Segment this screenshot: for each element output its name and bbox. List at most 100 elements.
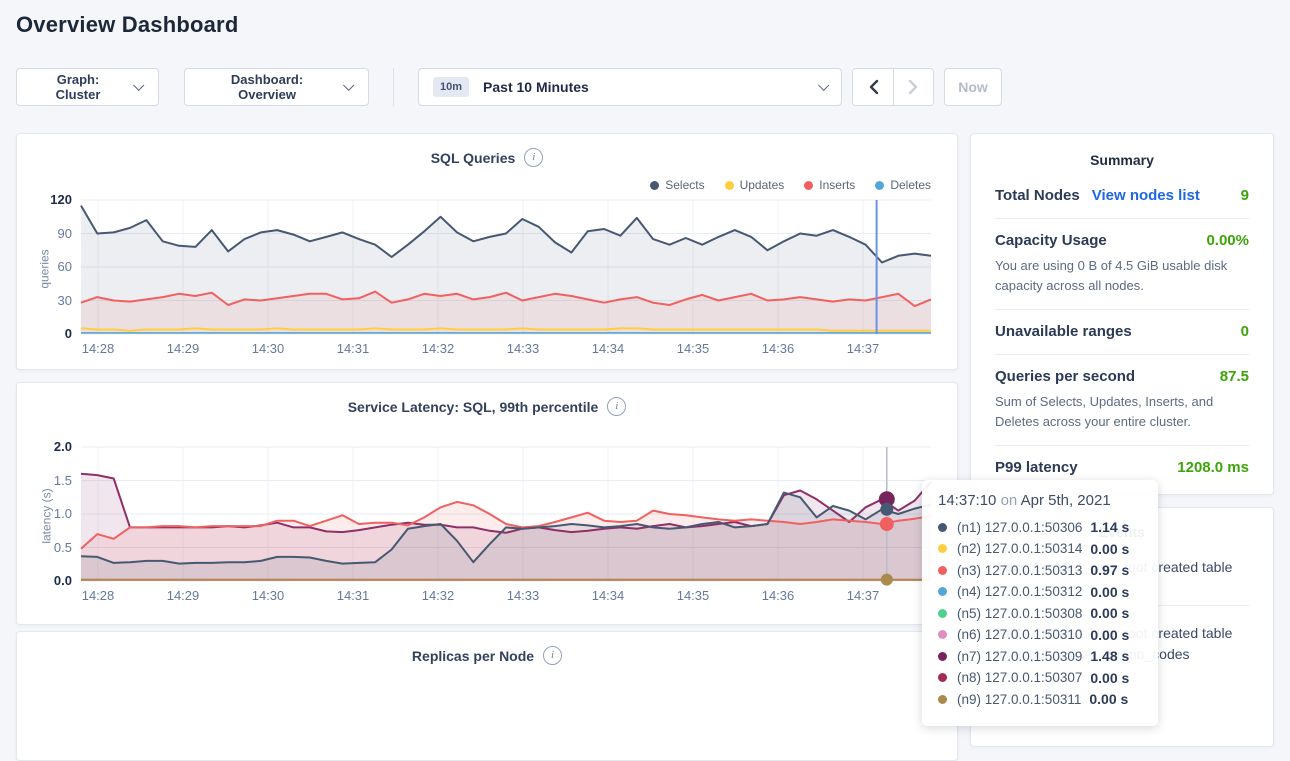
chevron-down-icon xyxy=(818,79,830,91)
time-step-buttons xyxy=(852,68,934,106)
y-axis-tick: 60 xyxy=(57,259,72,274)
summary-total-nodes: Total Nodes View nodes list 9 xyxy=(995,174,1249,219)
y-axis-tick: 1.5 xyxy=(53,472,72,488)
tooltip-date: Apr 5th, 2021 xyxy=(1020,492,1111,509)
p99-latency-value: 1208.0 ms xyxy=(1177,459,1249,476)
summary-panel: Summary Total Nodes View nodes list 9 Ca… xyxy=(970,133,1274,495)
x-axis-tick: 14:31 xyxy=(336,588,370,603)
x-axis-tick: 14:32 xyxy=(421,588,455,603)
summary-unavailable-ranges: Unavailable ranges 0 xyxy=(995,310,1249,355)
info-icon[interactable]: i xyxy=(543,646,563,665)
qps-label: Queries per second xyxy=(995,368,1136,385)
y-axis-tick: 0 xyxy=(64,326,72,341)
chart-title: SQL Queries xyxy=(430,149,516,166)
dashboard-controls: Graph: Cluster Dashboard: Overview 10m P… xyxy=(16,68,1002,106)
summary-title: Summary xyxy=(1090,152,1154,168)
chart-header: SQL Queries i xyxy=(17,148,957,167)
divider xyxy=(393,68,394,106)
y-axis-tick: 90 xyxy=(57,225,72,241)
legend-dot-icon xyxy=(804,180,814,190)
x-axis-tick: 14:33 xyxy=(506,588,540,603)
y-axis-label: latency (s) xyxy=(39,488,54,544)
tooltip-row: (n1) 127.0.0.1:50306 1.14 s xyxy=(938,518,1142,536)
chevron-down-icon xyxy=(343,79,355,91)
chart-legend: Selects Updates Inserts Deletes xyxy=(650,178,931,192)
x-axis-tick: 14:28 xyxy=(81,341,115,356)
dashboard-selector-label: Dashboard: Overview xyxy=(230,72,304,102)
tooltip-row: (n6) 127.0.0.1:50310 0.00 s xyxy=(938,626,1142,644)
x-axis-tick: 14:34 xyxy=(591,588,625,603)
x-axis-tick: 14:29 xyxy=(166,588,200,603)
tooltip-row: (n2) 127.0.0.1:50314 0.00 s xyxy=(938,540,1142,558)
x-axis-tick: 14:28 xyxy=(81,588,115,603)
tooltip-row: (n4) 127.0.0.1:50312 0.00 s xyxy=(938,583,1142,601)
y-axis-tick: 0.0 xyxy=(53,573,72,588)
graph-selector-label: Graph: Cluster xyxy=(55,72,101,102)
time-back-button[interactable] xyxy=(853,69,893,105)
info-icon[interactable]: i xyxy=(524,148,544,167)
series-dot-icon xyxy=(938,694,947,704)
x-axis-tick: 14:33 xyxy=(506,341,540,356)
capacity-value: 0.00% xyxy=(1206,232,1249,249)
unavailable-ranges-label: Unavailable ranges xyxy=(995,323,1132,340)
graph-selector-dropdown[interactable]: Graph: Cluster xyxy=(16,68,159,106)
tooltip-conjunction: on xyxy=(1000,492,1018,509)
tooltip-row: (n5) 127.0.0.1:50308 0.00 s xyxy=(938,604,1142,622)
legend-item: Updates xyxy=(724,178,784,192)
time-forward-button[interactable] xyxy=(893,69,933,105)
x-axis-tick: 14:35 xyxy=(676,341,710,356)
tooltip-timestamp: 14:37:10 on Apr 5th, 2021 xyxy=(938,492,1142,509)
x-axis-tick: 14:37 xyxy=(846,588,880,603)
chart-header: Replicas per Node i xyxy=(17,646,957,665)
legend-dot-icon xyxy=(875,180,885,190)
unavailable-ranges-value: 0 xyxy=(1240,323,1249,340)
tooltip-rows: (n1) 127.0.0.1:50306 1.14 s (n2) 127.0.0.1… xyxy=(938,518,1142,708)
total-nodes-value: 9 xyxy=(1240,187,1249,204)
x-axis-tick: 14:32 xyxy=(421,341,455,356)
x-axis-tick: 14:29 xyxy=(166,341,200,356)
x-axis-tick: 14:30 xyxy=(251,341,285,356)
service-latency-plot[interactable]: 0.0 0.5 1.0 1.5 2.0 14:28 14:29 14:30 14:31 14:32… xyxy=(54,439,932,603)
y-axis-tick: 30 xyxy=(57,292,72,308)
summary-capacity: Capacity Usage 0.00% You are using 0 B o… xyxy=(995,219,1249,310)
x-axis-tick: 14:30 xyxy=(251,588,285,603)
replicas-per-node-chart-card: Replicas per Node i xyxy=(16,631,958,761)
tooltip-time: 14:37:10 xyxy=(938,492,997,509)
time-range-selector[interactable]: 10m Past 10 Minutes xyxy=(418,68,842,106)
x-axis-tick: 14:34 xyxy=(591,341,625,356)
tooltip-row: (n3) 127.0.0.1:50313 0.97 s xyxy=(938,561,1142,579)
now-button[interactable]: Now xyxy=(944,68,1002,106)
info-icon[interactable]: i xyxy=(607,397,627,416)
total-nodes-label: Total Nodes xyxy=(995,187,1080,204)
qps-description: Sum of Selects, Updates, Inserts, and De… xyxy=(995,394,1214,429)
x-axis-tick: 14:35 xyxy=(676,588,710,603)
legend-item: Inserts xyxy=(804,178,855,192)
sql-queries-chart-card: SQL Queries i Selects Updates Inserts Delet… xyxy=(16,133,958,370)
summary-qps: Queries per second 87.5 Sum of Selects, … xyxy=(995,355,1249,446)
sql-queries-plot[interactable]: 0 30 60 90 120 14:28 14:29 14:30 14:31 14:32 14:33… xyxy=(50,192,932,356)
legend-item: Deletes xyxy=(875,178,931,192)
series-dot-icon xyxy=(938,587,947,596)
x-axis-tick: 14:36 xyxy=(761,588,795,603)
series-dot-icon xyxy=(938,608,947,618)
capacity-label: Capacity Usage xyxy=(995,232,1107,249)
legend-dot-icon xyxy=(724,180,734,190)
chevron-left-icon xyxy=(869,79,878,95)
legend-item: Selects xyxy=(650,178,705,192)
dashboard-selector-dropdown[interactable]: Dashboard: Overview xyxy=(184,68,369,106)
time-range-badge: 10m xyxy=(433,77,470,97)
chevron-right-icon xyxy=(908,79,918,95)
time-range-label: Past 10 Minutes xyxy=(483,79,589,95)
y-axis-tick: 1.0 xyxy=(53,506,72,521)
series-dot-icon xyxy=(938,522,947,532)
series-dot-icon xyxy=(938,651,947,661)
series-dot-icon xyxy=(938,544,947,553)
x-axis-tick: 14:36 xyxy=(761,341,795,356)
summary-p99-latency: P99 latency 1208.0 ms xyxy=(995,446,1249,490)
chevron-down-icon xyxy=(133,79,145,91)
page-title: Overview Dashboard xyxy=(16,12,239,37)
x-axis-tick: 14:37 xyxy=(846,341,880,356)
chart-title: Service Latency: SQL, 99th percentile xyxy=(347,398,599,415)
view-nodes-list-link[interactable]: View nodes list xyxy=(1091,187,1200,204)
capacity-description: You are using 0 B of 4.5 GiB usable disk… xyxy=(995,258,1228,293)
